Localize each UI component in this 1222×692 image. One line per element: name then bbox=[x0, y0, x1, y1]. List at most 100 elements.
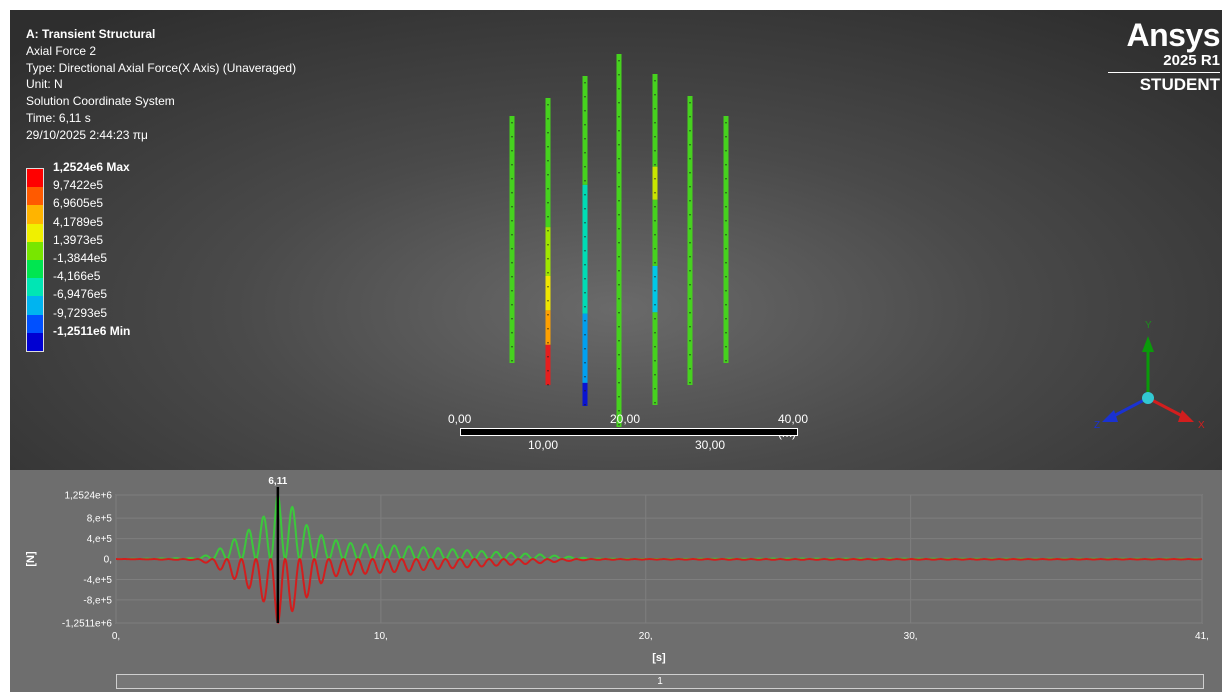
legend-swatch[interactable] bbox=[27, 187, 43, 206]
pile-node bbox=[547, 384, 549, 386]
legend-label: 1,2524e6 Max bbox=[53, 160, 130, 174]
pile-node bbox=[547, 370, 549, 372]
pile-node bbox=[725, 178, 727, 180]
scale-segment-1 bbox=[461, 429, 545, 435]
pile-element[interactable] bbox=[616, 54, 622, 427]
pile-segment bbox=[509, 116, 515, 363]
pile-node bbox=[547, 188, 549, 190]
pile-element[interactable] bbox=[582, 76, 588, 406]
scale-ruler: 0,00 20,00 40,00 (m) 10,00 30,00 bbox=[448, 410, 828, 460]
time-history-chart[interactable]: 0, 10, 20, 30, 41, 1,2524e+6 8,e+5 4,e+5 0, -4,e+… bbox=[10, 470, 1222, 674]
pile-node bbox=[725, 332, 727, 334]
pile-node bbox=[725, 262, 727, 264]
pile-element[interactable] bbox=[723, 116, 729, 363]
pile-node bbox=[547, 160, 549, 162]
x-tick-label: 10, bbox=[374, 631, 388, 642]
pile-segment bbox=[652, 199, 658, 266]
y-tick-label: -1,2511e+6 bbox=[62, 619, 113, 630]
pile-element[interactable] bbox=[545, 98, 551, 386]
pile-element[interactable] bbox=[509, 116, 515, 363]
y-tick-label: -8,e+5 bbox=[83, 595, 112, 606]
pile-node bbox=[689, 340, 691, 342]
pile-segment bbox=[545, 98, 551, 228]
legend-color-bar[interactable] bbox=[26, 168, 44, 352]
pile-node bbox=[618, 312, 620, 314]
pile-node bbox=[618, 242, 620, 244]
pile-node bbox=[654, 332, 656, 334]
graphics-viewport[interactable]: A: Transient Structural Axial Force 2 Ty… bbox=[10, 10, 1222, 470]
pile-node bbox=[689, 158, 691, 160]
pile-node bbox=[584, 306, 586, 308]
pile-node bbox=[654, 402, 656, 404]
coordinate-triad[interactable]: Y X Z bbox=[1082, 310, 1212, 430]
pile-node bbox=[618, 214, 620, 216]
pile-node bbox=[618, 256, 620, 258]
scale-segment-4 bbox=[713, 429, 797, 435]
legend-swatch[interactable] bbox=[27, 296, 43, 315]
legend-swatch[interactable] bbox=[27, 169, 43, 188]
pile-node bbox=[689, 130, 691, 132]
pile-node bbox=[654, 276, 656, 278]
pile-node bbox=[584, 82, 586, 84]
pile-node bbox=[618, 284, 620, 286]
legend-swatch[interactable] bbox=[27, 278, 43, 297]
pile-node bbox=[618, 354, 620, 356]
scale-label-30: 30,00 bbox=[695, 438, 726, 452]
pile-node bbox=[618, 130, 620, 132]
pile-element[interactable] bbox=[652, 74, 658, 405]
load-step-bar[interactable]: 1 bbox=[116, 674, 1204, 689]
pile-node bbox=[725, 276, 727, 278]
y-tick-label: 8,e+5 bbox=[87, 514, 113, 525]
pile-node bbox=[654, 374, 656, 376]
triad-y-arrow bbox=[1142, 336, 1154, 352]
pile-node bbox=[547, 300, 549, 302]
scale-label-10: 10,00 bbox=[528, 438, 559, 452]
pile-node bbox=[547, 202, 549, 204]
pile-node bbox=[689, 284, 691, 286]
pile-node bbox=[618, 186, 620, 188]
pile-node bbox=[511, 304, 513, 306]
pile-node bbox=[654, 262, 656, 264]
model-geometry[interactable] bbox=[10, 10, 1222, 470]
pile-node bbox=[725, 220, 727, 222]
ansys-logo: Ansys 2025 R1 STUDENT bbox=[1108, 18, 1221, 97]
pile-node bbox=[689, 382, 691, 384]
legend-swatch[interactable] bbox=[27, 332, 43, 351]
legend-swatch[interactable] bbox=[27, 259, 43, 279]
graph-panel[interactable]: 0, 10, 20, 30, 41, 1,2524e+6 8,e+5 4,e+5 0, -4,e+… bbox=[10, 470, 1222, 692]
legend-label: 6,9605e5 bbox=[53, 196, 104, 211]
pile-node bbox=[689, 144, 691, 146]
pile-node bbox=[547, 244, 549, 246]
pile-node bbox=[618, 424, 620, 426]
pile-segment bbox=[723, 116, 729, 363]
pile-segment bbox=[582, 76, 588, 185]
legend-swatch[interactable] bbox=[27, 241, 43, 260]
pile-node bbox=[547, 356, 549, 358]
pile-node bbox=[654, 192, 656, 194]
pile-node bbox=[654, 178, 656, 180]
legend-swatch[interactable] bbox=[27, 314, 43, 333]
pile-node bbox=[547, 216, 549, 218]
coordinate-system: Solution Coordinate System bbox=[26, 94, 175, 109]
triad-z-arrow bbox=[1102, 410, 1118, 422]
legend-label: -4,166e5 bbox=[53, 269, 101, 284]
pile-node bbox=[689, 326, 691, 328]
pile-segment bbox=[545, 344, 551, 385]
pile-node bbox=[725, 136, 727, 138]
triad-x-label: X bbox=[1198, 420, 1205, 430]
pile-node bbox=[547, 328, 549, 330]
pile-segment bbox=[582, 382, 588, 406]
legend-label: -9,7293e5 bbox=[53, 305, 108, 320]
legend-swatch[interactable] bbox=[27, 223, 43, 242]
pile-node bbox=[618, 340, 620, 342]
pile-node bbox=[654, 122, 656, 124]
pile-node bbox=[689, 242, 691, 244]
pile-node bbox=[654, 136, 656, 138]
legend-swatch[interactable] bbox=[27, 205, 43, 224]
pile-segment bbox=[545, 227, 551, 276]
pile-node bbox=[618, 270, 620, 272]
triad-y-label: Y bbox=[1145, 320, 1152, 331]
pile-node bbox=[584, 96, 586, 98]
pile-node bbox=[547, 104, 549, 106]
pile-element[interactable] bbox=[687, 96, 693, 385]
